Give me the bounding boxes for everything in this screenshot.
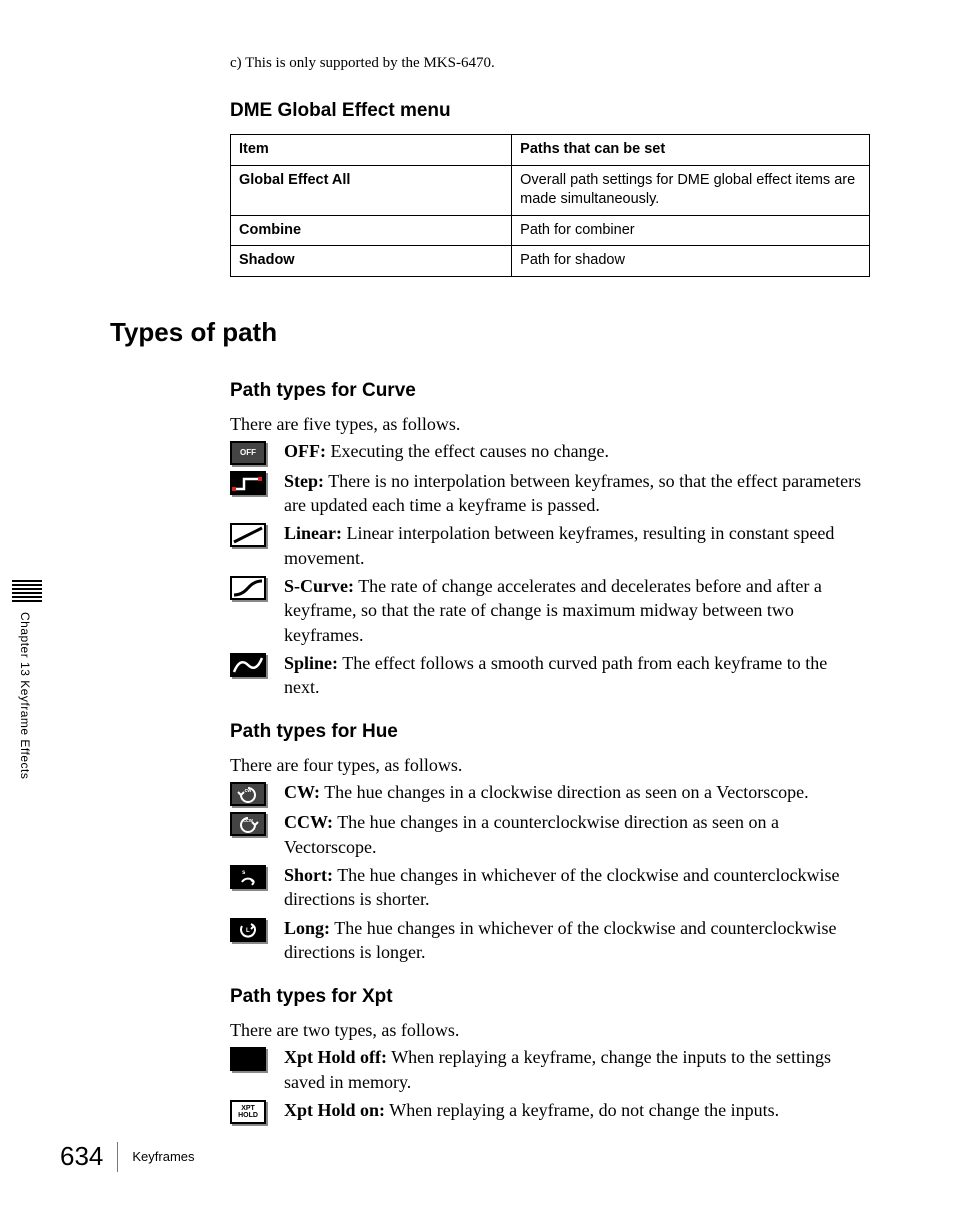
hue-intro: There are four types, as follows. [230, 755, 864, 776]
table-row: Combine Path for combiner [231, 215, 870, 246]
list-item: S-Curve: The rate of change accelerates … [230, 574, 864, 647]
list-item: Linear: Linear interpolation between key… [230, 521, 864, 570]
definition-text: Step: There is no interpolation between … [280, 469, 864, 518]
table-header: Paths that can be set [512, 135, 870, 166]
definition-text: Xpt Hold off: When replaying a keyframe,… [280, 1045, 864, 1094]
list-item: OFF OFF: Executing the effect causes no … [230, 439, 864, 465]
definition-text: Long: The hue changes in whichever of th… [280, 916, 864, 965]
table-cell: Overall path settings for DME global eff… [512, 165, 870, 215]
svg-text:ccw: ccw [243, 818, 253, 824]
table-cell: Shadow [231, 246, 512, 277]
hue-heading: Path types for Hue [230, 721, 864, 743]
s-curve-icon [230, 576, 266, 600]
list-item: s Short: The hue changes in whichever of… [230, 863, 864, 912]
side-tab: Chapter 13 Keyframe Effects [18, 580, 36, 779]
list-item: XPTHOLD Xpt Hold on: When replaying a ke… [230, 1098, 864, 1124]
svg-text:cw: cw [245, 788, 252, 794]
linear-icon [230, 523, 266, 547]
definition-text: CW: The hue changes in a clockwise direc… [280, 780, 864, 804]
definition-text: Xpt Hold on: When replaying a keyframe, … [280, 1098, 864, 1122]
curve-list: OFF OFF: Executing the effect causes no … [230, 439, 864, 700]
cw-icon: cw [230, 782, 266, 806]
table-row: Global Effect All Overall path settings … [231, 165, 870, 215]
curve-intro: There are five types, as follows. [230, 414, 864, 435]
xpt-intro: There are two types, as follows. [230, 1020, 864, 1041]
definition-text: S-Curve: The rate of change accelerates … [280, 574, 864, 647]
off-icon: OFF [230, 441, 266, 465]
page-footer: 634 Keyframes [60, 1141, 195, 1172]
list-item: cw CW: The hue changes in a clockwise di… [230, 780, 864, 806]
list-item: ccw CCW: The hue changes in a counterclo… [230, 810, 864, 859]
list-item: Xpt Hold off: When replaying a keyframe,… [230, 1045, 864, 1094]
xpt-list: Xpt Hold off: When replaying a keyframe,… [230, 1045, 864, 1124]
dme-menu-table: Item Paths that can be set Global Effect… [230, 134, 870, 277]
svg-text:L: L [246, 928, 250, 934]
list-item: Spline: The effect follows a smooth curv… [230, 651, 864, 700]
curve-heading: Path types for Curve [230, 380, 864, 402]
long-icon: L [230, 918, 266, 942]
table-cell: Combine [231, 215, 512, 246]
xpt-hold-off-icon [230, 1047, 266, 1071]
footnote-text: c) This is only supported by the MKS-647… [230, 55, 864, 72]
definition-text: OFF: Executing the effect causes no chan… [280, 439, 864, 463]
hue-list: cw CW: The hue changes in a clockwise di… [230, 780, 864, 964]
svg-text:s: s [242, 870, 246, 876]
list-item: Step: There is no interpolation between … [230, 469, 864, 518]
page-number: 634 [60, 1141, 117, 1172]
spline-icon [230, 653, 266, 677]
xpt-hold-on-icon: XPTHOLD [230, 1100, 266, 1124]
types-of-path-heading: Types of path [110, 317, 864, 348]
definition-text: CCW: The hue changes in a counterclockwi… [280, 810, 864, 859]
side-tab-label: Chapter 13 Keyframe Effects [18, 612, 32, 779]
short-icon: s [230, 865, 266, 889]
table-cell: Global Effect All [231, 165, 512, 215]
table-header: Item [231, 135, 512, 166]
definition-text: Spline: The effect follows a smooth curv… [280, 651, 864, 700]
definition-text: Short: The hue changes in whichever of t… [280, 863, 864, 912]
step-icon [230, 471, 266, 495]
list-item: L Long: The hue changes in whichever of … [230, 916, 864, 965]
table-cell: Path for shadow [512, 246, 870, 277]
definition-text: Linear: Linear interpolation between key… [280, 521, 864, 570]
table-cell: Path for combiner [512, 215, 870, 246]
footer-divider [117, 1142, 118, 1172]
side-tab-bars-icon [12, 580, 42, 602]
footer-section-label: Keyframes [132, 1149, 194, 1164]
dme-menu-heading: DME Global Effect menu [230, 100, 864, 122]
table-row: Shadow Path for shadow [231, 246, 870, 277]
xpt-heading: Path types for Xpt [230, 986, 864, 1008]
ccw-icon: ccw [230, 812, 266, 836]
